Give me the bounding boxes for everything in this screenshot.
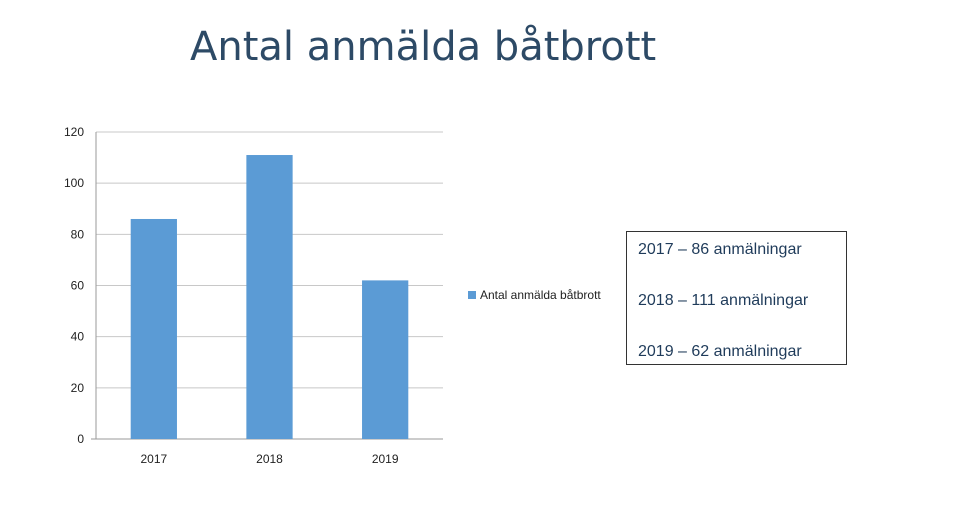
chart-legend: Antal anmälda båtbrott bbox=[468, 288, 601, 302]
x-tick-label-2018: 2018 bbox=[256, 452, 283, 466]
y-tick-label-100: 100 bbox=[64, 176, 84, 190]
summary-box: 2017 – 86 anmälningar 2018 – 111 anmälni… bbox=[626, 231, 847, 365]
x-tick-label-2017: 2017 bbox=[140, 452, 167, 466]
x-axis-ticks: 2017 2018 2019 bbox=[140, 452, 398, 466]
bar-2018 bbox=[246, 155, 293, 439]
x-tick-label-2019: 2019 bbox=[372, 452, 399, 466]
summary-line-2017: 2017 – 86 anmälningar bbox=[638, 241, 802, 258]
slide-title: Antal anmälda båtbrott bbox=[190, 24, 657, 70]
summary-line-2018: 2018 – 111 anmälningar bbox=[638, 292, 809, 309]
bar-2017 bbox=[130, 218, 177, 439]
y-tick-label-40: 40 bbox=[71, 330, 85, 344]
legend-swatch bbox=[468, 291, 476, 299]
y-tick-label-20: 20 bbox=[71, 381, 85, 395]
y-tick-label-120: 120 bbox=[64, 125, 84, 139]
y-axis-ticks: 0 20 40 60 80 100 120 bbox=[64, 125, 84, 446]
y-tick-label-0: 0 bbox=[77, 432, 84, 446]
y-tick-label-80: 80 bbox=[71, 227, 85, 241]
summary-line-2019: 2019 – 62 anmälningar bbox=[638, 343, 802, 360]
bar-2019 bbox=[362, 280, 409, 439]
chart-bars bbox=[130, 155, 409, 439]
y-tick-label-60: 60 bbox=[71, 279, 85, 293]
legend-label: Antal anmälda båtbrott bbox=[480, 288, 601, 302]
